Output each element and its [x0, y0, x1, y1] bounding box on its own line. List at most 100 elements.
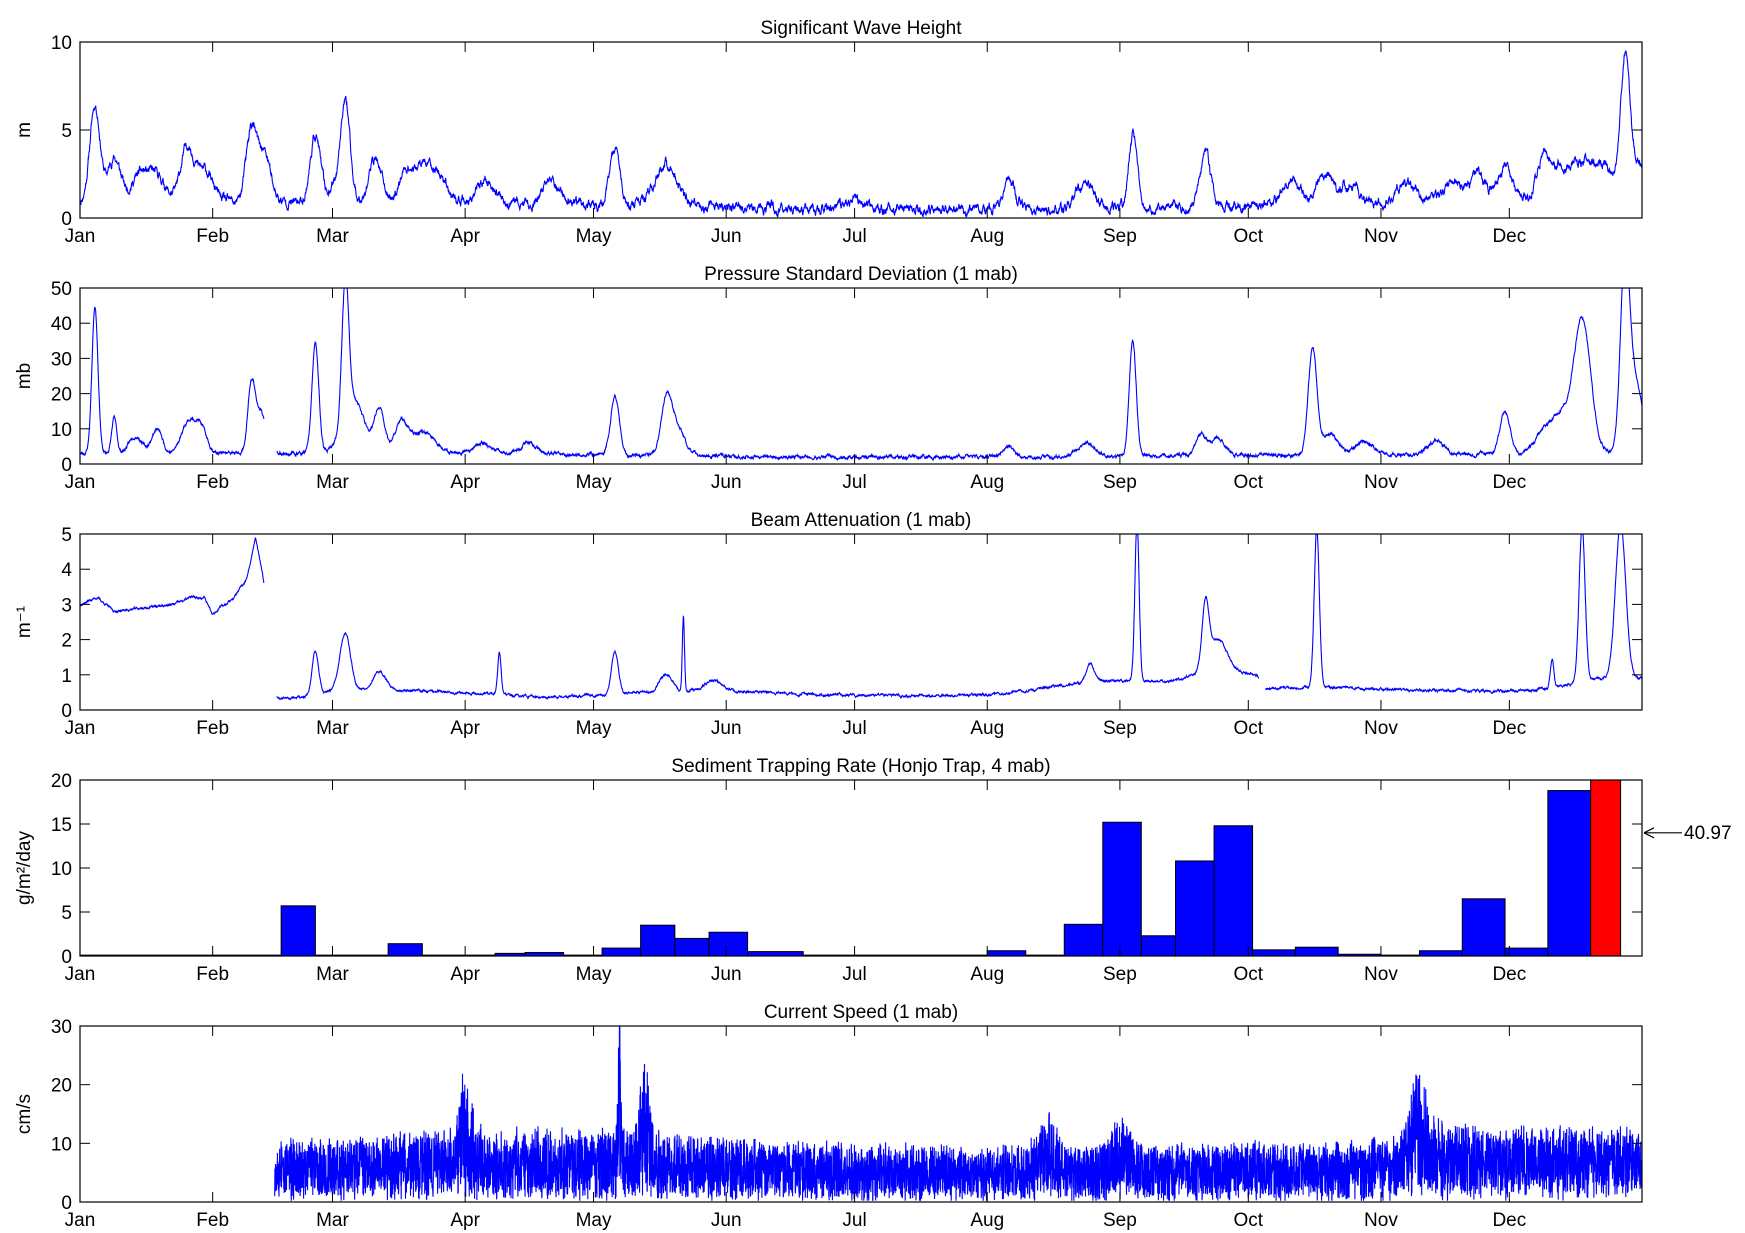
y-tick-label: 20	[51, 1076, 72, 1097]
y-tick-label: 4	[61, 560, 72, 581]
bar	[1461, 898, 1506, 957]
panel-title: Significant Wave Height	[760, 18, 962, 39]
x-tick-label: Mar	[316, 472, 349, 493]
axes-box	[79, 1025, 1643, 1203]
x-tick-label: Sep	[1103, 472, 1137, 493]
x-tick-label: Jun	[711, 226, 742, 247]
y-tick-label: 10	[51, 859, 72, 880]
y-tick-label: 5	[61, 903, 72, 924]
y-tick-label: 15	[51, 815, 72, 836]
axes-box	[79, 533, 1643, 711]
bar	[708, 931, 749, 957]
x-tick-label: May	[576, 1210, 612, 1231]
x-tick-label: Mar	[316, 226, 349, 247]
x-tick-label: Mar	[316, 1210, 349, 1231]
x-tick-label: Feb	[196, 226, 229, 247]
y-tick-label: 20	[51, 771, 72, 792]
bar	[640, 924, 676, 957]
x-tick-label: Jul	[842, 718, 866, 739]
x-tick-label: Dec	[1492, 472, 1526, 493]
y-tick-label: 0	[61, 947, 72, 968]
axes-box	[79, 287, 1643, 465]
y-tick-label: 0	[61, 1193, 72, 1214]
y-tick-label: 1	[61, 666, 72, 687]
x-tick-label: Jul	[842, 226, 866, 247]
y-axis-label: cm/s	[14, 1094, 35, 1134]
x-tick-label: Jun	[711, 964, 742, 985]
x-tick-label: Jul	[842, 964, 866, 985]
x-tick-label: May	[576, 718, 612, 739]
panel-title: Sediment Trapping Rate (Honjo Trap, 4 ma…	[671, 756, 1050, 777]
x-tick-label: Sep	[1103, 964, 1137, 985]
panel-title: Pressure Standard Deviation (1 mab)	[704, 264, 1018, 285]
x-tick-label: Feb	[196, 1210, 229, 1231]
y-tick-label: 20	[51, 385, 72, 406]
x-tick-label: Aug	[970, 718, 1004, 739]
y-tick-label: 30	[51, 1017, 72, 1038]
annotation-arrowhead	[1643, 827, 1655, 839]
x-tick-label: May	[576, 472, 612, 493]
x-tick-label: Mar	[316, 718, 349, 739]
x-tick-label: Jul	[842, 1210, 866, 1231]
panel-1: 0 5 10 Jan Feb Mar Apr May Jun Jul Aug Sep Oct Nov Dec…	[14, 18, 1643, 247]
x-tick-label: Apr	[450, 1210, 480, 1231]
series-line	[80, 288, 1642, 462]
x-tick-label: Dec	[1492, 964, 1526, 985]
y-tick-label: 10	[51, 1134, 72, 1155]
x-tick-label: Dec	[1492, 718, 1526, 739]
x-tick-label: Sep	[1103, 1210, 1137, 1231]
x-tick-label: May	[576, 964, 612, 985]
series-line	[80, 534, 1642, 701]
x-tick-label: Nov	[1364, 718, 1398, 739]
bar	[387, 943, 423, 957]
y-tick-label: 5	[61, 525, 72, 546]
panel-title: Current Speed (1 mab)	[764, 1002, 958, 1023]
panel-4: 40.97 0 5 10 15 20 Jan Feb Mar Apr May Jun Jul Aug Sep…	[14, 756, 1732, 985]
x-tick-label: Dec	[1492, 226, 1526, 247]
series-line	[80, 50, 1642, 218]
x-tick-label: Nov	[1364, 964, 1398, 985]
x-tick-label: Jan	[65, 718, 96, 739]
x-tick-label: Dec	[1492, 1210, 1526, 1231]
y-tick-label: 0	[61, 701, 72, 722]
x-tick-label: Sep	[1103, 226, 1137, 247]
bar	[986, 950, 1027, 957]
bar	[747, 951, 804, 957]
bar	[1252, 949, 1296, 957]
x-tick-label: Apr	[450, 964, 480, 985]
x-tick-label: Jan	[65, 472, 96, 493]
y-tick-label: 2	[61, 631, 72, 652]
annotation-label: 40.97	[1684, 823, 1732, 844]
x-tick-label: May	[576, 226, 612, 247]
x-tick-label: Feb	[196, 964, 229, 985]
x-tick-label: Mar	[316, 964, 349, 985]
bar	[1102, 821, 1142, 957]
y-tick-label: 10	[51, 420, 72, 441]
y-axis-label: m	[14, 122, 35, 138]
bar	[1063, 923, 1104, 957]
y-tick-label: 50	[51, 279, 72, 300]
x-tick-label: Aug	[970, 964, 1004, 985]
x-tick-label: Feb	[196, 472, 229, 493]
x-tick-label: Jul	[842, 472, 866, 493]
x-tick-label: Aug	[970, 1210, 1004, 1231]
y-tick-label: 5	[61, 121, 72, 142]
x-tick-label: Apr	[450, 718, 480, 739]
x-tick-label: Oct	[1234, 718, 1264, 739]
panel-2: 0 10 20 30 40 50 Jan Feb Mar Apr May Jun Jul Aug Sep Oc…	[14, 264, 1643, 493]
panel-3: 0 1 2 3 4 5 Jan Feb Mar Apr May Jun Jul Aug Sep Oct Nov D…	[14, 510, 1643, 739]
panel-5: 0 10 20 30 Jan Feb Mar Apr May Jun Jul Aug Sep Oct Nov…	[14, 1002, 1643, 1231]
bar	[1294, 946, 1339, 957]
x-tick-label: Jun	[711, 472, 742, 493]
x-tick-label: Jan	[65, 964, 96, 985]
x-tick-label: Sep	[1103, 718, 1137, 739]
x-tick-label: Jan	[65, 226, 96, 247]
bar	[1213, 825, 1254, 957]
x-tick-label: Aug	[970, 226, 1004, 247]
bar-highlight	[1590, 779, 1622, 957]
x-tick-label: Oct	[1234, 964, 1264, 985]
bar	[280, 905, 316, 957]
series-line	[274, 1026, 1642, 1202]
x-tick-label: Nov	[1364, 226, 1398, 247]
